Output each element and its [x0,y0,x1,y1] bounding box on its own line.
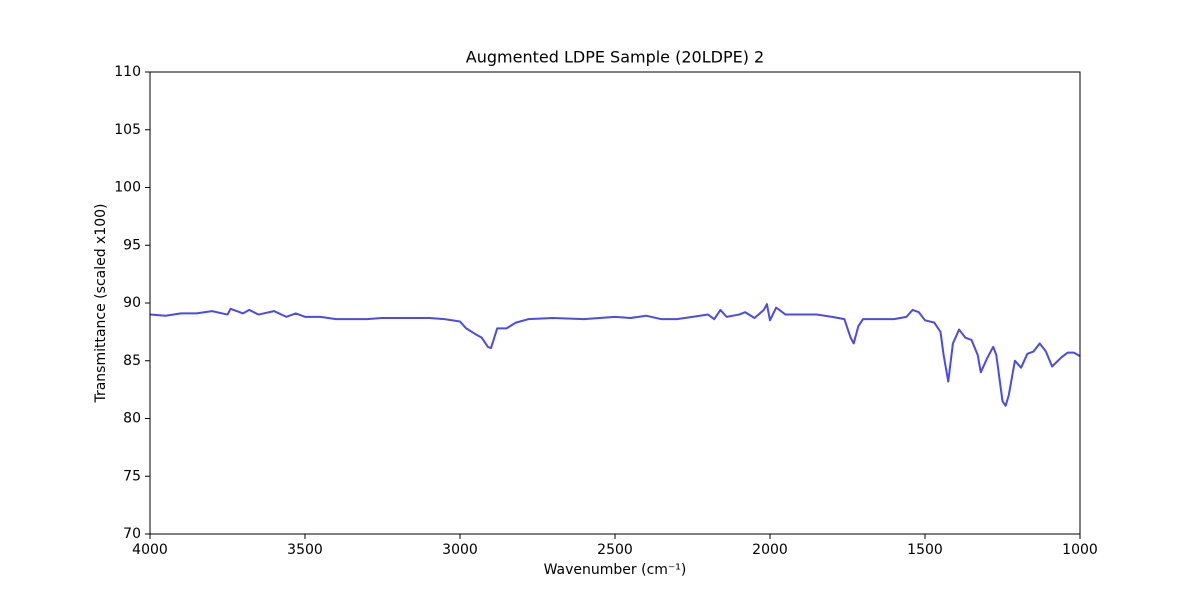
y-tick-label: 90 [123,295,141,311]
y-tick-label: 105 [114,122,141,138]
x-tick-label: 2500 [597,542,633,558]
y-tick-label: 70 [123,526,141,542]
y-tick-label: 80 [123,411,141,427]
spectrum-line [149,303,1081,407]
y-tick-label: 95 [123,237,141,253]
x-tick-label: 4000 [132,542,168,558]
x-tick-label: 3500 [287,542,323,558]
chart-title: Augmented LDPE Sample (20LDPE) 2 [466,48,764,67]
x-tick-label: 1000 [1062,542,1098,558]
y-tick-label: 75 [123,468,141,484]
plot-frame [149,71,1081,535]
y-tick-label: 85 [123,353,141,369]
x-tick-label: 3000 [442,542,478,558]
y-axis-label: Transmittance (scaled x100) [93,203,109,403]
y-tick-label: 110 [114,64,141,80]
x-tick-label: 2000 [752,542,788,558]
x-axis-label: Wavenumber (cm⁻¹) [544,562,687,578]
y-tick-label: 100 [114,180,141,196]
x-tick-label: 1500 [907,542,943,558]
